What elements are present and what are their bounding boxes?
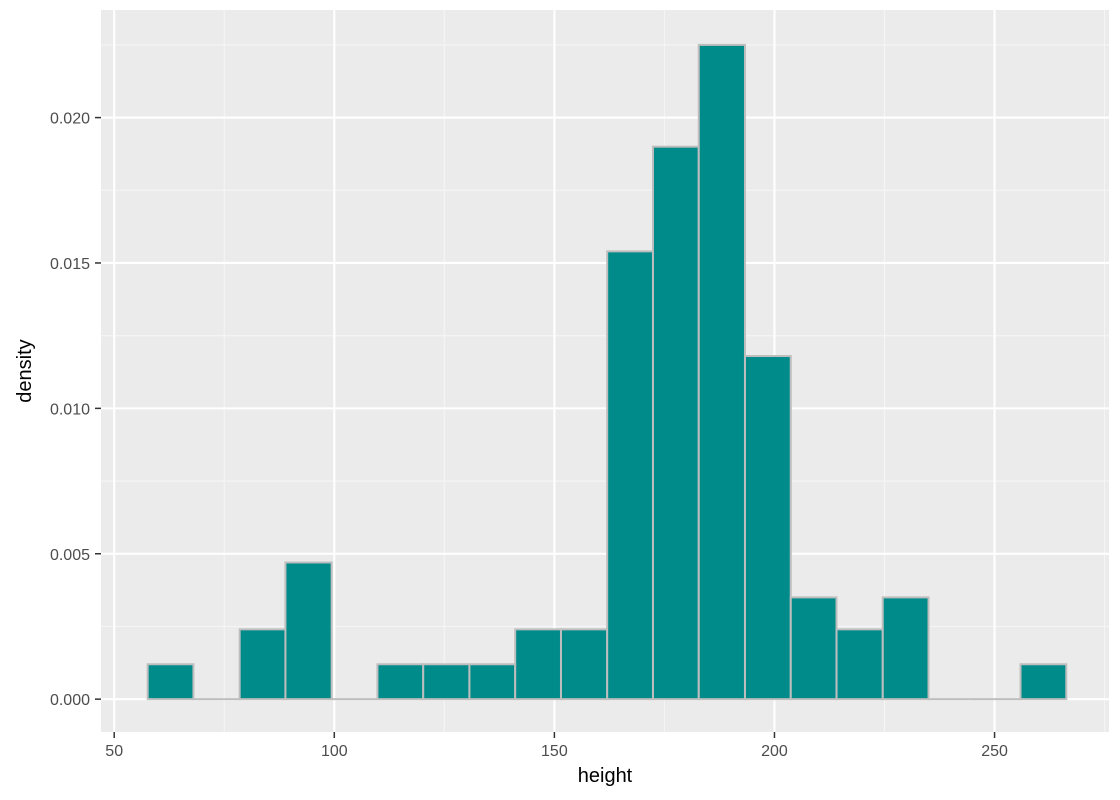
histogram-bar [422,663,471,701]
x-tick-label: 150 [541,743,568,760]
histogram-bar [468,663,517,701]
histogram-bar [697,43,746,701]
y-axis-title: density [14,339,36,402]
y-tick-label: 0.010 [50,401,90,418]
x-tick-label: 50 [105,743,123,760]
histogram-bar [284,561,333,701]
y-tick-label: 0.005 [50,547,90,564]
y-tick-label: 0.015 [50,256,90,273]
histogram-bar [606,250,654,701]
x-axis-ticks: 50 100 150 200 250 [105,732,1008,760]
plot-panel [101,10,1109,732]
x-axis-title: height [578,765,633,787]
y-tick-label: 0.020 [50,111,90,128]
histogram-bar [789,596,838,701]
histogram-bar [743,355,792,701]
y-axis-ticks: 0.000 0.005 0.010 0.015 0.020 [50,111,101,709]
histogram-bar [146,663,195,701]
x-tick-label: 200 [761,743,788,760]
histogram-bars [146,43,1068,701]
histogram-bar [835,628,884,701]
histogram-bar [1019,663,1068,701]
histogram-bar [881,596,930,701]
histogram-bar [376,663,425,701]
histogram-bar [238,628,287,701]
histogram-bar [651,145,700,701]
histogram-bar [559,628,609,701]
x-tick-label: 250 [981,743,1008,760]
x-tick-label: 100 [321,743,348,760]
y-tick-label: 0.000 [50,692,90,709]
histogram-bar [514,628,562,701]
